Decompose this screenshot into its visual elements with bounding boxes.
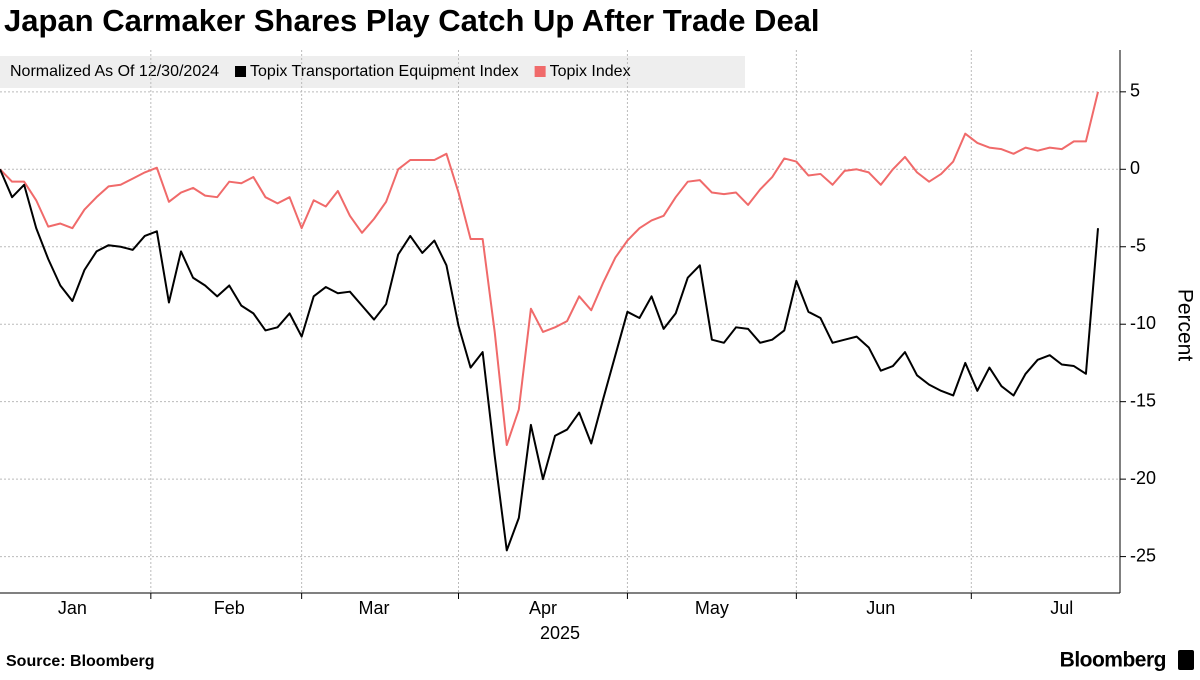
x-tick-label: Jan (58, 598, 87, 618)
y-tick-label: -20 (1130, 468, 1156, 488)
y-tick-label: -5 (1130, 236, 1146, 256)
x-tick-label: Mar (359, 598, 390, 618)
legend: Topix Transportation Equipment Index Topi… (235, 63, 631, 80)
legend-swatch (534, 66, 546, 77)
series-line (0, 168, 1099, 552)
x-tick-label: Feb (214, 598, 245, 618)
y-tick-label: 5 (1130, 81, 1140, 101)
y-tick-label: -25 (1130, 545, 1156, 565)
legend-title: Normalized As Of 12/30/2024 (10, 63, 219, 80)
y-axis-label: Percent (1173, 289, 1196, 362)
x-tick-label: May (695, 598, 729, 618)
source: Source: Bloomberg (6, 653, 154, 670)
x-tick-label: Jul (1050, 598, 1073, 618)
x-year-label: 2025 (540, 623, 580, 643)
series-line (0, 91, 1099, 447)
brand-icon (1178, 650, 1194, 670)
x-tick-label: Apr (529, 598, 557, 618)
brand: Bloomberg (1060, 649, 1166, 672)
y-tick-label: -10 (1130, 313, 1156, 333)
legend-label: Topix Transportation Equipment Index (250, 63, 519, 80)
legend-swatch (235, 66, 247, 77)
chart-title: Japan Carmaker Shares Play Catch Up Afte… (4, 3, 820, 38)
x-tick-label: Jun (866, 598, 895, 618)
legend-box (0, 56, 745, 88)
y-tick-label: 0 (1130, 158, 1140, 178)
legend-label: Topix Index (550, 63, 631, 80)
y-tick-label: -15 (1130, 390, 1156, 410)
